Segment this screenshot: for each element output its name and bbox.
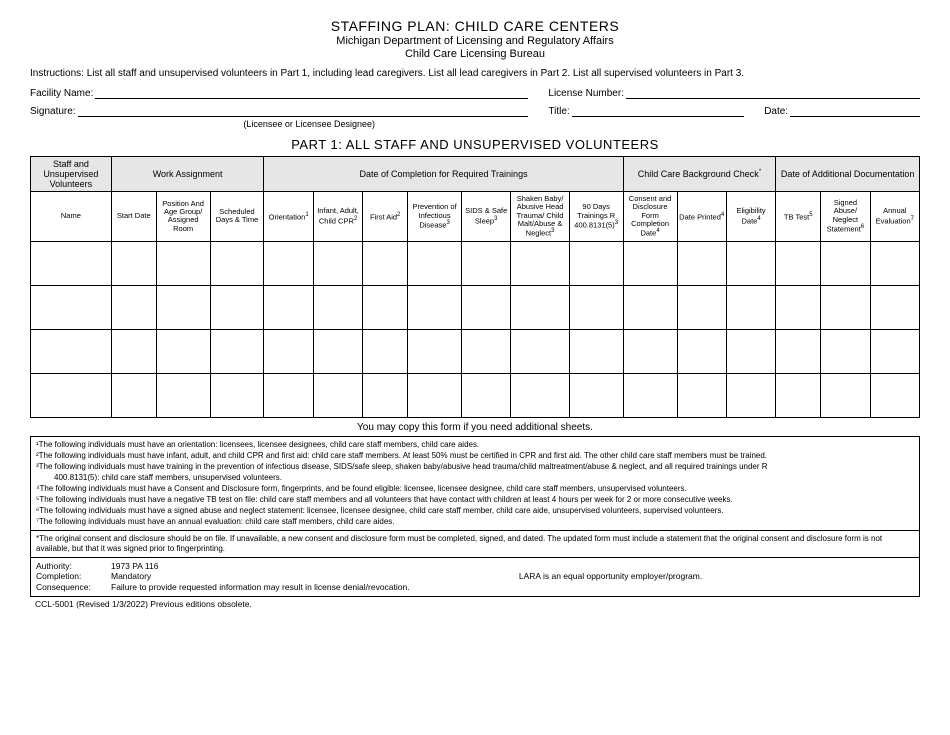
footnote-divider-2: [31, 557, 919, 558]
consequence-val: Failure to provide requested information…: [111, 582, 410, 593]
equal-opportunity: LARA is an equal opportunity employer/pr…: [519, 561, 914, 593]
completion-key: Completion:: [36, 571, 111, 582]
table-row: [31, 329, 920, 373]
field-row-1: Facility Name: License Number:: [30, 85, 920, 99]
table-body: [31, 241, 920, 417]
meta-row: Authority:1973 PA 116 Completion:Mandato…: [36, 561, 914, 593]
footnote-1: ¹The following individuals must have an …: [36, 440, 914, 450]
footnote-3b: 400.8131(5): child care staff members, u…: [36, 473, 914, 483]
col-date-printed: Date Printed4: [677, 192, 726, 242]
date-input[interactable]: [790, 103, 920, 117]
table-row: [31, 285, 920, 329]
footnote-7: ⁷The following individuals must have an …: [36, 517, 914, 527]
title-label: Title:: [548, 106, 571, 117]
authority-val: 1973 PA 116: [111, 561, 158, 572]
col-90days: 90 Days Trainings R 400.8131(5)3: [569, 192, 623, 242]
copy-note: You may copy this form if you need addit…: [30, 422, 920, 433]
authority-key: Authority:: [36, 561, 111, 572]
col-position: Position And Age Group/ Assigned Room: [156, 192, 210, 242]
footnote-star: *The original consent and disclosure sho…: [36, 534, 914, 554]
table-row: [31, 373, 920, 417]
dept-subtitle: Michigan Department of Licensing and Reg…: [30, 35, 920, 47]
page-title: STAFFING PLAN: CHILD CARE CENTERS: [30, 18, 920, 34]
signature-under-label: (Licensee or Licensee Designee): [30, 119, 528, 129]
group-header-work: Work Assignment: [111, 157, 264, 192]
group-header-staff: Staff and Unsupervised Volunteers: [31, 157, 112, 192]
license-number-label: License Number:: [548, 88, 626, 99]
col-cpr: Infant, Adult, Child CPR2: [313, 192, 362, 242]
col-schedule: Scheduled Days & Time: [210, 192, 264, 242]
signature-label: Signature:: [30, 106, 78, 117]
facility-name-label: Facility Name:: [30, 88, 95, 99]
staffing-table: Staff and Unsupervised Volunteers Work A…: [30, 156, 920, 418]
col-abuse-stmt: Signed Abuse/ Neglect Statement6: [821, 192, 870, 242]
date-label: Date:: [764, 106, 790, 117]
bureau-subtitle: Child Care Licensing Bureau: [30, 48, 920, 60]
form-code: CCL-5001 (Revised 1/3/2022) Previous edi…: [30, 599, 920, 609]
footnote-6: ⁶The following individuals must have a s…: [36, 506, 914, 516]
group-header-additional: Date of Additional Documentation: [776, 157, 920, 192]
col-name: Name: [31, 192, 112, 242]
license-number-input[interactable]: [626, 85, 920, 99]
table-row: [31, 241, 920, 285]
footnote-divider: [31, 530, 919, 531]
consequence-key: Consequence:: [36, 582, 111, 593]
completion-val: Mandatory: [111, 571, 151, 582]
col-consent-date: Consent and Disclosure Form Completion D…: [623, 192, 677, 242]
footnote-4: ⁴The following individuals must have a C…: [36, 484, 914, 494]
col-eligibility: Eligibility Date4: [726, 192, 775, 242]
footnote-5: ⁵The following individuals must have a n…: [36, 495, 914, 505]
footnotes-box: ¹The following individuals must have an …: [30, 436, 920, 597]
group-header-trainings: Date of Completion for Required Training…: [264, 157, 623, 192]
col-first-aid: First Aid2: [363, 192, 408, 242]
col-start-date: Start Date: [111, 192, 156, 242]
field-row-2: Signature: Title: Date:: [30, 103, 920, 117]
facility-name-input[interactable]: [95, 85, 528, 99]
instructions-text: Instructions: List all staff and unsuper…: [30, 68, 920, 79]
col-sids: SIDS & Safe Sleep3: [462, 192, 511, 242]
footnote-2: ²The following individuals must have inf…: [36, 451, 914, 461]
col-tb-test: TB Test5: [776, 192, 821, 242]
col-orientation: Orientation1: [264, 192, 313, 242]
title-input[interactable]: [572, 103, 744, 117]
col-infectious: Prevention of Infectious Disease3: [408, 192, 462, 242]
col-shaken: Shaken Baby/ Abusive Head Trauma/ Child …: [511, 192, 569, 242]
part1-title: PART 1: ALL STAFF AND UNSUPERVISED VOLUN…: [30, 137, 920, 152]
signature-input[interactable]: [78, 103, 529, 117]
footnote-3: ³The following individuals must have tra…: [36, 462, 914, 472]
col-annual-eval: Annual Evaluation7: [870, 192, 919, 242]
group-header-background: Child Care Background Check*: [623, 157, 776, 192]
